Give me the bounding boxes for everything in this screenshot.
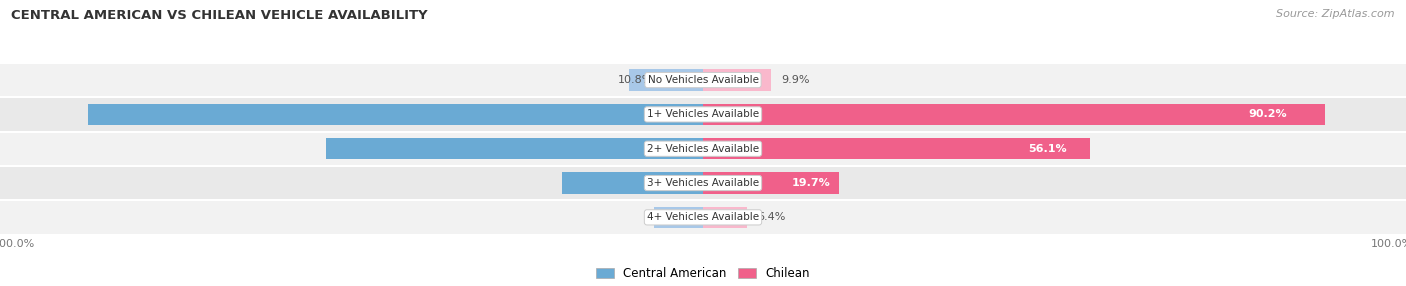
Text: 89.2%: 89.2% [666,110,704,119]
Text: No Vehicles Available: No Vehicles Available [648,75,758,85]
Bar [628,69,703,91]
Text: CENTRAL AMERICAN VS CHILEAN VEHICLE AVAILABILITY: CENTRAL AMERICAN VS CHILEAN VEHICLE AVAI… [11,9,427,21]
Bar [0,97,703,132]
Bar [0,132,703,166]
Bar [703,69,772,91]
Text: 9.9%: 9.9% [782,75,810,85]
Text: 20.5%: 20.5% [695,178,733,188]
Bar [0,200,703,235]
Text: 90.2%: 90.2% [1249,110,1288,119]
Bar [703,104,1324,125]
Text: 2+ Vehicles Available: 2+ Vehicles Available [647,144,759,154]
Bar [703,138,1090,159]
Bar [326,138,703,159]
Legend: Central American, Chilean: Central American, Chilean [596,267,810,280]
Text: 3+ Vehicles Available: 3+ Vehicles Available [647,178,759,188]
Bar [0,63,703,97]
Bar [703,132,1406,166]
Bar [703,63,1406,97]
Text: 6.4%: 6.4% [758,212,786,222]
Bar [89,104,703,125]
Text: 7.1%: 7.1% [644,212,672,222]
Bar [703,200,1406,235]
Text: Source: ZipAtlas.com: Source: ZipAtlas.com [1277,9,1395,19]
Bar [654,207,703,228]
Bar [703,207,747,228]
Text: 1+ Vehicles Available: 1+ Vehicles Available [647,110,759,119]
Text: 56.1%: 56.1% [1028,144,1067,154]
Bar [562,172,703,194]
Text: 4+ Vehicles Available: 4+ Vehicles Available [647,212,759,222]
Bar [0,166,703,200]
Bar [703,97,1406,132]
Text: 19.7%: 19.7% [792,178,831,188]
Text: 54.7%: 54.7% [681,144,718,154]
Text: 10.8%: 10.8% [619,75,654,85]
Bar [703,166,1406,200]
Bar [703,172,839,194]
